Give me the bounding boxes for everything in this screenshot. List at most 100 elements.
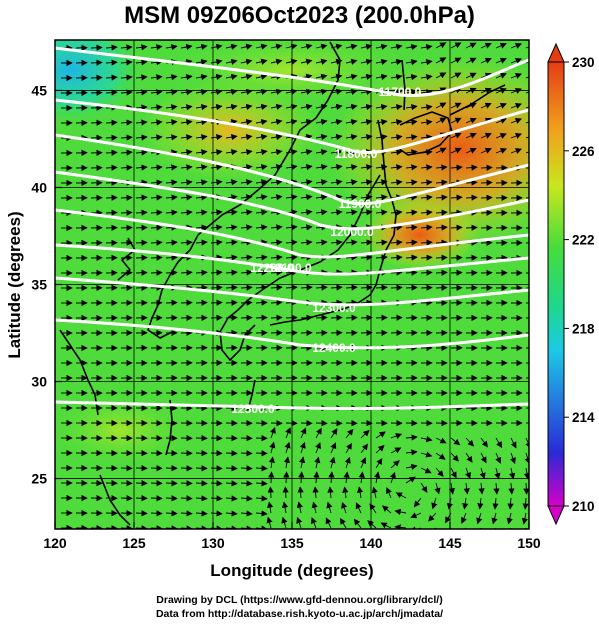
wind-vector	[345, 284, 358, 291]
x-tick-label-140: 140	[359, 535, 383, 551]
wind-vector	[390, 103, 403, 111]
wind-vector	[510, 88, 522, 94]
wind-vector	[270, 299, 283, 306]
wind-vector	[165, 480, 178, 487]
wind-vector	[240, 299, 253, 306]
wind-vector	[225, 224, 238, 231]
x-tick-label-150: 150	[517, 535, 541, 551]
wind-vector	[480, 147, 492, 154]
wind-vector	[255, 103, 268, 111]
map-plot-area: 11700.0 11800.0 11900.0 12000.0 12100.012200…	[54, 39, 530, 530]
wind-vector	[285, 314, 298, 321]
wind-vector	[465, 164, 478, 171]
wind-vector	[312, 486, 319, 499]
colorbar-frame	[547, 61, 565, 507]
wind-vector	[360, 73, 373, 80]
wind-vector	[523, 467, 529, 480]
wind-vector	[180, 149, 193, 156]
wind-vector	[420, 134, 433, 141]
contour-line-11700.0	[55, 46, 529, 98]
contour-label-11700.0: 11700.0	[379, 85, 422, 99]
wind-vector	[255, 480, 268, 487]
wind-vector	[330, 58, 343, 65]
wind-vector	[120, 89, 133, 96]
wind-vector	[405, 164, 418, 171]
wind-vector	[210, 465, 223, 472]
wind-vector	[465, 254, 478, 261]
wind-vector	[390, 269, 403, 276]
wind-vector	[435, 117, 447, 124]
wind-vector	[390, 239, 403, 246]
wind-vector	[315, 43, 328, 50]
wind-vector	[240, 224, 253, 231]
wind-vector	[435, 57, 447, 64]
wind-vector	[300, 224, 313, 231]
wind-vector	[405, 239, 418, 246]
wind-vector	[358, 471, 365, 484]
wind-vector	[270, 164, 283, 171]
wind-vector	[105, 134, 118, 141]
wind-vector	[390, 209, 403, 216]
wind-vector	[180, 495, 193, 502]
wind-vector	[375, 314, 388, 321]
wind-vector	[150, 89, 163, 96]
wind-vector	[300, 209, 313, 216]
wind-vector	[150, 119, 163, 126]
wind-vector	[180, 269, 193, 276]
wind-vector	[150, 179, 163, 186]
wind-vector	[225, 450, 238, 457]
wind-vector	[405, 149, 418, 156]
wind-vector	[255, 43, 268, 50]
wind-vector	[285, 58, 298, 65]
wind-vector	[315, 164, 328, 171]
wind-vector	[225, 465, 238, 472]
wind-vector	[255, 194, 268, 201]
wind-vector	[105, 44, 118, 51]
wind-vector	[240, 450, 253, 457]
wind-vector	[315, 103, 328, 110]
wind-vector	[165, 119, 178, 126]
wind-vector	[300, 103, 313, 110]
wind-vector	[315, 427, 322, 439]
wind-vector	[300, 43, 313, 50]
wind-vector	[165, 179, 178, 186]
wind-vector	[255, 133, 268, 141]
wind-vector	[150, 134, 163, 141]
wind-vector	[150, 44, 163, 51]
wind-vector	[180, 119, 193, 126]
wind-vector	[180, 480, 193, 487]
wind-vector	[390, 447, 402, 454]
wind-vector	[285, 194, 298, 201]
wind-vector	[150, 510, 163, 517]
wind-vector	[435, 209, 448, 216]
wind-vector	[165, 239, 178, 246]
wind-vector	[420, 284, 433, 291]
wind-vector	[135, 119, 148, 126]
contour-line-12500.0	[55, 400, 529, 411]
wind-vector	[495, 147, 507, 154]
wind-vector	[493, 482, 500, 495]
wind-vector	[105, 119, 118, 126]
wind-vector	[120, 149, 133, 156]
wind-vector	[195, 224, 208, 231]
wind-vector	[375, 73, 388, 81]
wind-vector	[360, 118, 373, 126]
wind-vector	[120, 194, 133, 201]
wind-vector	[240, 314, 253, 321]
wind-vector	[90, 119, 103, 126]
wind-vector	[510, 103, 522, 109]
wind-vector	[135, 89, 148, 96]
wind-vector	[525, 151, 529, 154]
contour-label-12400.0: 12400.0	[312, 341, 356, 355]
wind-vector	[375, 43, 388, 50]
wind-vector	[480, 164, 493, 171]
x-tick-label-125: 125	[122, 535, 146, 551]
wind-vector	[270, 284, 283, 291]
wind-vector	[435, 269, 448, 276]
wind-vector	[355, 502, 362, 514]
wind-vector	[270, 239, 283, 246]
wind-vector	[420, 254, 433, 261]
wind-vector	[240, 254, 253, 261]
wind-vector	[165, 495, 178, 502]
wind-vector	[270, 133, 283, 141]
